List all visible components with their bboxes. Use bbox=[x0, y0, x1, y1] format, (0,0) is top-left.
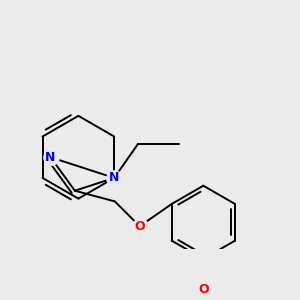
Text: N: N bbox=[109, 171, 119, 184]
Text: N: N bbox=[45, 151, 56, 164]
Text: O: O bbox=[198, 283, 209, 296]
Text: O: O bbox=[134, 220, 145, 233]
